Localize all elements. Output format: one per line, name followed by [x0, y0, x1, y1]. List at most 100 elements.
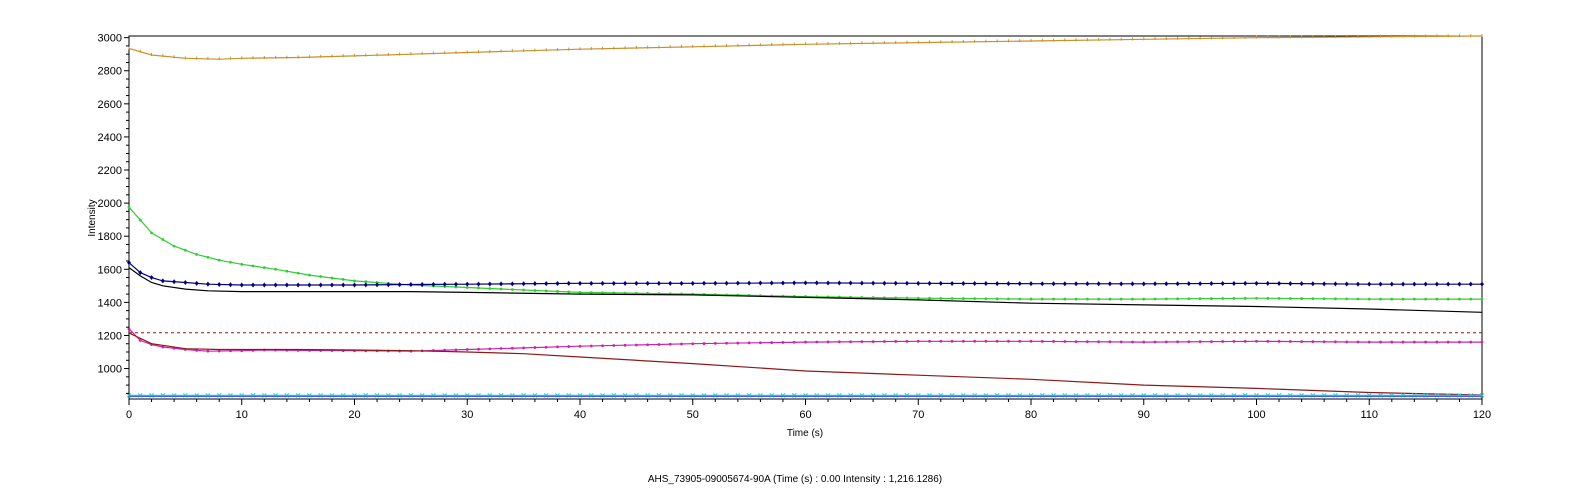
series-marker	[916, 280, 921, 286]
series-marker	[363, 282, 368, 288]
x-tick-label: 50	[687, 409, 699, 421]
series-marker	[578, 344, 582, 348]
series-marker	[735, 280, 740, 286]
series-marker	[1255, 339, 1258, 343]
y-tick-label: 1800	[98, 231, 122, 243]
series-marker	[240, 262, 244, 266]
series-marker	[1379, 340, 1382, 344]
series-marker	[1142, 297, 1146, 301]
series-marker	[307, 282, 312, 288]
series-marker	[138, 270, 143, 276]
series-marker	[961, 297, 965, 300]
series-marker	[938, 280, 943, 286]
series-marker	[330, 276, 334, 280]
series-5	[128, 332, 1483, 396]
series-marker	[894, 296, 898, 300]
series-marker	[691, 342, 695, 346]
series-marker	[950, 280, 955, 286]
series-marker	[1198, 340, 1202, 344]
series-marker	[837, 340, 841, 344]
series-marker	[601, 344, 604, 348]
series-marker	[769, 280, 774, 286]
series-marker	[1265, 280, 1270, 286]
series-marker	[1074, 297, 1078, 301]
cursor-readout: AHS_73905-09005674-90A (Time (s) : 0.00 …	[647, 474, 943, 485]
series-marker	[848, 280, 853, 286]
series-marker	[611, 280, 616, 286]
series-marker	[1412, 281, 1417, 287]
series-4	[127, 327, 1484, 353]
series-marker	[567, 345, 571, 348]
series-marker	[228, 282, 233, 288]
series-marker	[262, 266, 266, 270]
series-marker	[285, 269, 289, 273]
series-marker	[634, 343, 638, 347]
series-marker	[759, 341, 762, 345]
series-marker	[1435, 297, 1439, 301]
series-marker	[1108, 340, 1112, 344]
series-marker	[973, 339, 977, 343]
series-marker	[386, 282, 391, 288]
series-marker	[950, 339, 954, 343]
series-marker	[1209, 281, 1214, 287]
series-marker	[195, 348, 199, 352]
series-marker	[1017, 281, 1022, 287]
series-marker	[408, 282, 413, 288]
series-marker	[150, 231, 153, 235]
series-marker	[487, 281, 492, 287]
series-marker	[1096, 281, 1101, 287]
series-marker	[1322, 297, 1326, 301]
series-marker	[1334, 297, 1337, 301]
series-marker	[1469, 297, 1473, 301]
series-marker	[905, 296, 909, 300]
series-1	[127, 205, 1484, 301]
series-marker	[668, 342, 672, 346]
series-marker	[1288, 297, 1292, 300]
series-marker	[1085, 281, 1090, 287]
series-marker	[1074, 340, 1078, 343]
series-marker	[973, 297, 977, 301]
series-marker	[1300, 340, 1303, 343]
series-marker	[1107, 281, 1112, 287]
x-axis-title: Time (s)	[787, 428, 823, 439]
series-marker	[916, 339, 920, 343]
series-marker	[804, 340, 807, 344]
series-marker	[1277, 340, 1281, 343]
series-marker	[1345, 297, 1349, 301]
series-marker	[1131, 340, 1134, 344]
series-marker	[296, 282, 301, 288]
series-marker	[217, 349, 221, 353]
series-marker	[961, 280, 966, 286]
series-marker	[1344, 281, 1349, 287]
series-marker	[1457, 281, 1462, 287]
series-marker	[1119, 297, 1123, 301]
series-marker	[883, 296, 886, 300]
series-marker	[589, 280, 594, 286]
plot-area[interactable]	[128, 35, 1483, 400]
series-marker	[837, 280, 842, 286]
series-2	[127, 260, 1484, 288]
series-marker	[510, 346, 514, 350]
series-marker	[532, 281, 537, 287]
series-marker	[736, 341, 740, 345]
series-marker	[826, 340, 830, 344]
series-marker	[1288, 281, 1293, 287]
x-tick-label: 10	[236, 409, 248, 421]
series-marker	[1186, 281, 1191, 287]
series-marker	[1389, 281, 1394, 287]
series-marker	[284, 282, 289, 288]
series-marker	[859, 280, 864, 286]
series-marker	[646, 343, 650, 347]
series-marker	[510, 288, 514, 291]
series-marker	[1029, 339, 1033, 343]
series-marker	[1310, 281, 1315, 287]
series-marker	[1446, 281, 1451, 287]
series-marker	[1390, 340, 1394, 344]
x-tick-label: 20	[348, 409, 360, 421]
series-marker	[928, 296, 931, 300]
series-marker	[555, 281, 560, 287]
series-marker	[1277, 281, 1282, 287]
series-marker	[871, 280, 876, 286]
series-marker	[364, 280, 368, 284]
series-marker	[623, 343, 627, 347]
